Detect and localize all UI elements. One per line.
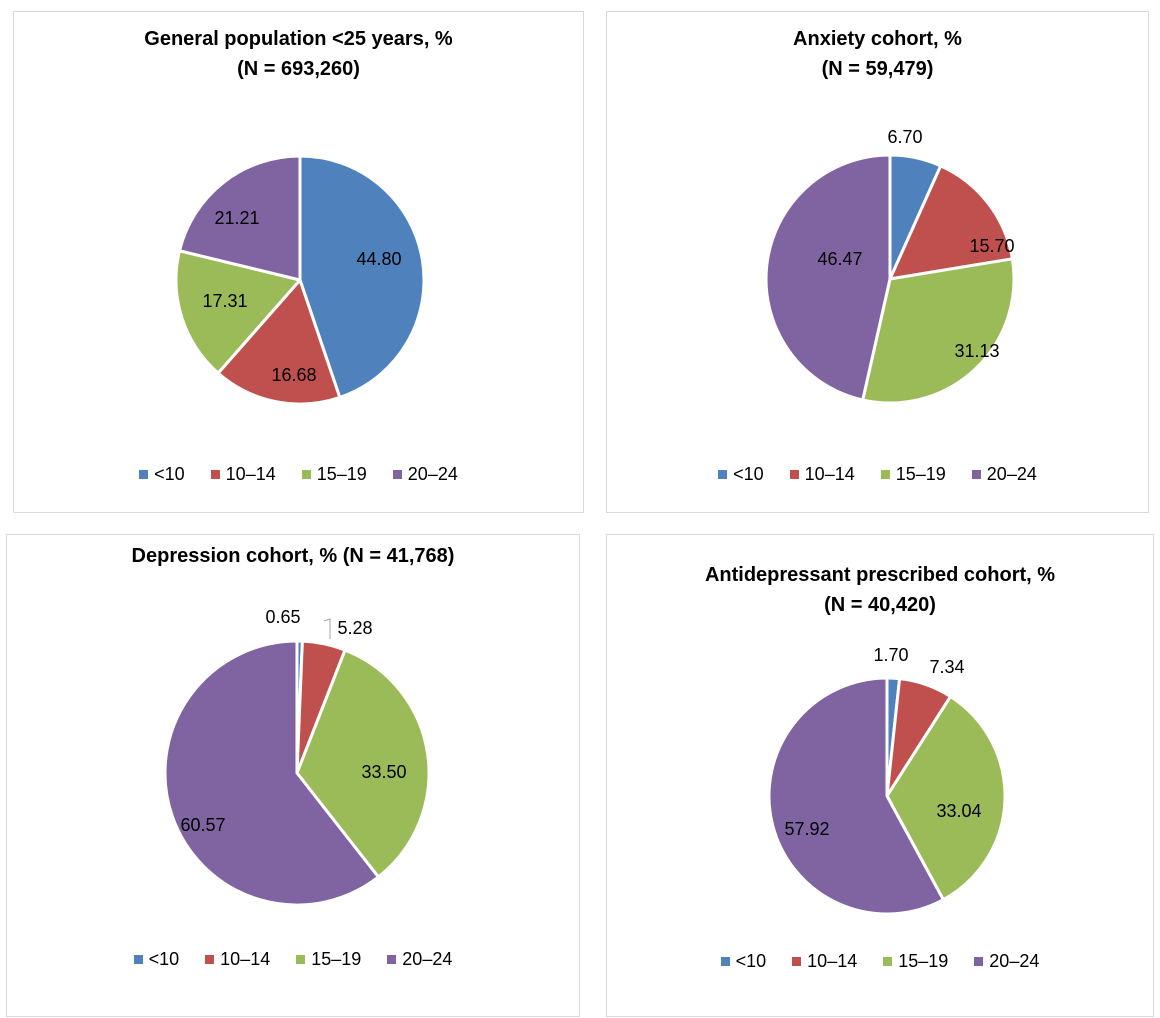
legend-swatch [392, 470, 402, 479]
pie-slice-15-19 [295, 648, 431, 879]
legend-swatch [720, 957, 730, 966]
pie-slice-15-19 [861, 257, 1016, 405]
legend-swatch [210, 470, 220, 479]
legend-item-20-24: 20–24 [974, 951, 1039, 972]
pie-slice-10-14 [216, 278, 342, 406]
legend-swatch [718, 470, 728, 479]
legend-item-under-10: <10 [718, 464, 764, 485]
legend-swatch [974, 957, 984, 966]
pie-slice-under-10 [298, 154, 426, 399]
data-label-10-14: 5.28 [337, 618, 372, 638]
chart-title-line-1: General population <25 years, % [144, 28, 453, 50]
legend-label: <10 [154, 464, 185, 484]
pie-slice-20-24 [163, 639, 380, 907]
legend-label: 20–24 [989, 951, 1040, 971]
legend-label: 10–14 [804, 464, 855, 484]
data-label-under-10: 44.80 [356, 249, 401, 269]
legend-swatch [296, 955, 306, 964]
legend-item-15-19: 15–19 [880, 464, 946, 485]
legend-label: 20–24 [402, 949, 453, 969]
chart-legend: <10 10–14 15–19 20–24 [607, 464, 1148, 485]
chart-panel-anxiety-cohort: Anxiety cohort, % (N = 59,479) 6.70 15.70… [606, 11, 1149, 513]
data-label-under-10: 1.70 [873, 645, 908, 665]
data-label-under-10: 6.70 [887, 127, 922, 147]
data-label-20-24: 57.92 [784, 819, 829, 839]
legend-label: 15–19 [895, 464, 946, 484]
legend-label: <10 [148, 949, 180, 969]
chart-title-line-2: (N = 40,420) [824, 594, 936, 616]
data-label-15-19: 33.04 [936, 801, 981, 821]
pie-chart: 0.65 5.28 33.50 60.57 [163, 607, 431, 907]
legend-swatch [792, 957, 802, 966]
chart-panel-general-population: General population <25 years, % (N = 693… [13, 11, 584, 513]
legend-swatch [971, 470, 981, 479]
pie-slice-20-24 [767, 676, 945, 916]
chart-title-line-1: Depression cohort, % (N = 41,768) [131, 545, 455, 567]
legend-item-15-19: 15–19 [883, 951, 948, 972]
pie-slice-15-19 [174, 249, 302, 375]
legend-label: 20–24 [986, 464, 1037, 484]
data-label-20-24: 60.57 [180, 815, 225, 835]
pie-chart: 44.80 16.68 17.31 21.21 [174, 154, 426, 406]
data-label-10-14: 7.34 [929, 657, 964, 677]
pie-slice-10-14 [888, 164, 1014, 281]
chart-panel-depression-cohort: Depression cohort, % (N = 41,768) 0.65 5.… [6, 534, 580, 1017]
legend-label: 10–14 [225, 464, 276, 484]
data-label-15-19: 17.31 [202, 291, 247, 311]
chart-title: Depression cohort, % (N = 41,768) [7, 541, 579, 571]
data-label-20-24: 21.21 [214, 208, 259, 228]
legend-label: 15–19 [316, 464, 367, 484]
legend-label: 10–14 [807, 951, 858, 971]
legend-swatch [387, 955, 397, 964]
chart-title-line-1: Antidepressant prescribed cohort, % [704, 564, 1056, 586]
chart-title-line-2: (N = 693,260) [237, 58, 360, 80]
legend-item-15-19: 15–19 [296, 949, 361, 970]
legend-item-20-24: 20–24 [392, 464, 458, 485]
legend-swatch [883, 957, 893, 966]
legend-item-under-10: <10 [720, 951, 767, 972]
legend-label: 15–19 [311, 949, 362, 969]
data-label-15-19: 31.13 [954, 341, 999, 361]
legend-item-10-14: 10–14 [789, 464, 855, 485]
pie-slice-20-24 [764, 153, 892, 402]
chart-legend: <10 10–14 15–19 20–24 [14, 464, 583, 485]
legend-item-under-10: <10 [133, 949, 180, 970]
chart-title-line-2: (N = 59,479) [821, 58, 934, 80]
chart-title-line-1: Anxiety cohort, % [793, 28, 962, 50]
legend-swatch [133, 955, 143, 964]
legend-item-10-14: 10–14 [210, 464, 276, 485]
legend-item-20-24: 20–24 [971, 464, 1037, 485]
data-label-10-14: 16.68 [271, 365, 316, 385]
legend-label: 20–24 [407, 464, 458, 484]
legend-item-under-10: <10 [139, 464, 185, 485]
legend-swatch [139, 470, 149, 479]
chart-title: General population <25 years, % (N = 693… [14, 24, 583, 84]
legend-item-10-14: 10–14 [792, 951, 857, 972]
legend-swatch [301, 470, 311, 479]
chart-panel-antidepressant-cohort: Antidepressant prescribed cohort, % (N =… [606, 534, 1154, 1017]
data-label-10-14: 15.70 [969, 236, 1014, 256]
legend-swatch [880, 470, 890, 479]
legend-label: <10 [735, 951, 767, 971]
legend-label: 10–14 [220, 949, 271, 969]
pie-chart: 1.70 7.34 33.04 57.92 [767, 645, 1007, 916]
chart-title: Antidepressant prescribed cohort, % (N =… [607, 560, 1153, 620]
legend-item-20-24: 20–24 [387, 949, 452, 970]
pie-chart: 6.70 15.70 31.13 46.47 [764, 127, 1016, 405]
data-label-20-24: 46.47 [817, 249, 862, 269]
legend-swatch [205, 955, 215, 964]
legend-swatch [789, 470, 799, 479]
chart-legend: <10 10–14 15–19 20–24 [607, 951, 1153, 972]
chart-title: Anxiety cohort, % (N = 59,479) [607, 24, 1148, 84]
data-label-15-19: 33.50 [361, 762, 406, 782]
legend-label: 15–19 [898, 951, 949, 971]
chart-legend: <10 10–14 15–19 20–24 [7, 949, 579, 970]
data-label-under-10: 0.65 [265, 607, 300, 627]
label-leader-line [323, 618, 331, 639]
pie-slice-20-24 [178, 154, 302, 282]
legend-label: <10 [733, 464, 764, 484]
legend-item-15-19: 15–19 [301, 464, 367, 485]
legend-item-10-14: 10–14 [205, 949, 270, 970]
